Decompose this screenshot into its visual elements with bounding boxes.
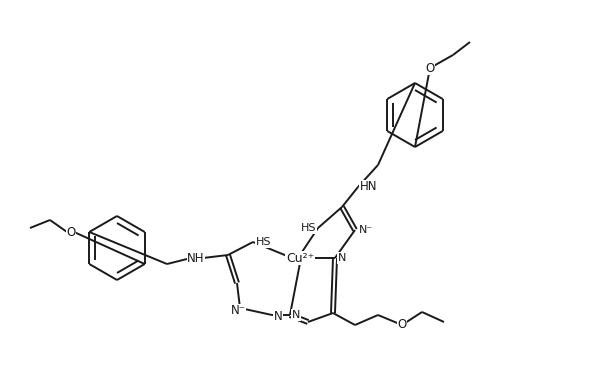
Text: O: O <box>426 62 434 75</box>
Text: HS: HS <box>300 223 316 233</box>
Text: NH: NH <box>187 251 205 264</box>
Text: HN: HN <box>360 181 377 194</box>
Text: N: N <box>338 253 346 263</box>
Text: N: N <box>274 310 283 323</box>
Text: O: O <box>66 226 76 238</box>
Text: N⁻: N⁻ <box>231 304 246 317</box>
Text: N: N <box>292 310 300 320</box>
Text: N⁻: N⁻ <box>359 225 373 235</box>
Text: O: O <box>398 319 406 332</box>
Text: Cu²⁺: Cu²⁺ <box>286 251 314 264</box>
Text: HS: HS <box>256 237 272 247</box>
